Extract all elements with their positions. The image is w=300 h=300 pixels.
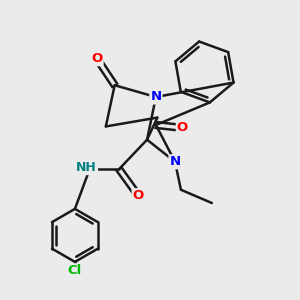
Text: Cl: Cl bbox=[68, 264, 82, 277]
Text: NH: NH bbox=[76, 161, 97, 174]
Text: O: O bbox=[133, 189, 144, 202]
Text: O: O bbox=[177, 122, 188, 134]
Text: N: N bbox=[150, 91, 161, 103]
Text: O: O bbox=[92, 52, 103, 65]
Text: N: N bbox=[169, 155, 181, 168]
